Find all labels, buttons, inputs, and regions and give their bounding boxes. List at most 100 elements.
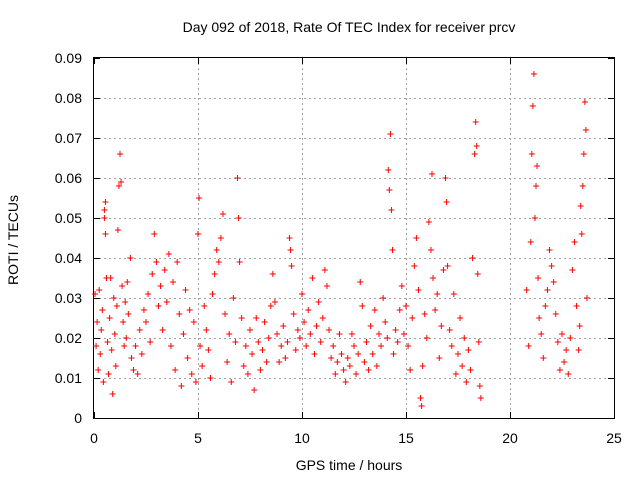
data-point	[332, 371, 339, 377]
data-point	[321, 267, 328, 273]
data-point	[161, 267, 168, 273]
data-point	[434, 291, 441, 297]
data-point	[342, 379, 349, 385]
data-point	[99, 307, 106, 313]
data-point	[452, 371, 459, 377]
data-point	[242, 343, 249, 349]
data-point	[101, 207, 108, 213]
data-point	[178, 383, 185, 389]
data-point	[230, 295, 237, 301]
data-point	[174, 259, 181, 265]
data-point	[125, 311, 132, 317]
data-point	[114, 227, 121, 233]
data-point	[398, 283, 405, 289]
y-tick-label: 0.07	[55, 130, 82, 146]
data-point	[407, 367, 414, 373]
data-point	[363, 339, 370, 345]
data-point	[299, 291, 305, 297]
data-point	[561, 359, 568, 365]
data-point	[213, 247, 220, 253]
data-point	[471, 151, 478, 157]
data-point	[384, 335, 391, 341]
data-point	[583, 295, 590, 301]
data-point	[396, 307, 403, 313]
data-point	[459, 363, 466, 369]
data-point	[207, 375, 214, 381]
data-point	[188, 371, 195, 377]
data-point	[386, 187, 393, 193]
data-point	[100, 379, 107, 385]
data-point	[118, 179, 125, 185]
data-point	[330, 343, 337, 349]
data-point	[540, 355, 547, 361]
data-point	[392, 327, 399, 333]
data-point	[421, 311, 428, 317]
data-point	[430, 275, 437, 281]
data-point	[117, 151, 123, 157]
data-point	[195, 231, 201, 237]
data-point	[282, 355, 289, 361]
data-point	[569, 267, 576, 273]
data-point	[565, 371, 572, 377]
data-point	[294, 327, 301, 333]
data-point	[197, 343, 204, 349]
data-point	[209, 291, 216, 297]
data-point	[567, 335, 574, 341]
data-point	[389, 247, 396, 253]
data-point	[123, 335, 130, 341]
data-point	[94, 319, 101, 325]
data-point	[344, 355, 351, 361]
data-point	[167, 343, 174, 349]
data-point	[106, 315, 113, 321]
data-point	[98, 327, 105, 333]
data-point	[378, 343, 385, 349]
data-point	[217, 235, 224, 241]
data-point	[236, 259, 243, 265]
data-point	[450, 291, 457, 297]
data-point	[101, 215, 108, 221]
data-point	[465, 347, 472, 353]
data-point	[176, 311, 183, 317]
data-point	[290, 311, 297, 317]
data-point	[313, 323, 320, 329]
data-point	[544, 287, 551, 293]
data-point	[319, 315, 326, 321]
data-point	[172, 367, 179, 373]
data-point	[102, 199, 109, 205]
data-points	[92, 71, 590, 409]
data-point	[476, 383, 483, 389]
data-point	[353, 371, 360, 377]
data-point	[234, 175, 241, 181]
data-point	[475, 339, 482, 345]
data-point	[251, 387, 258, 393]
data-point	[249, 351, 256, 357]
data-point	[394, 339, 401, 345]
data-point	[255, 339, 262, 345]
data-point	[211, 271, 218, 277]
y-tick-label: 0.03	[55, 290, 82, 306]
y-tick-label: 0.09	[55, 50, 82, 66]
data-point	[442, 175, 449, 181]
data-point	[581, 99, 588, 105]
data-point	[267, 303, 274, 309]
data-point	[165, 251, 172, 257]
y-tick-label: 0.06	[55, 170, 82, 186]
data-point	[579, 183, 586, 189]
data-point	[311, 351, 318, 357]
data-point	[192, 379, 199, 385]
data-point	[124, 279, 131, 285]
data-point	[535, 275, 542, 281]
x-tick-label: 10	[294, 430, 310, 446]
data-point	[145, 291, 152, 297]
x-tick-label: 15	[398, 430, 414, 446]
data-point	[163, 299, 170, 305]
data-point	[423, 335, 430, 341]
data-point	[120, 319, 127, 325]
data-point	[405, 343, 412, 349]
data-point	[157, 283, 164, 289]
data-point	[527, 239, 534, 245]
data-point	[199, 363, 206, 369]
data-point	[323, 283, 330, 289]
data-point	[95, 367, 102, 373]
data-point	[127, 255, 134, 261]
